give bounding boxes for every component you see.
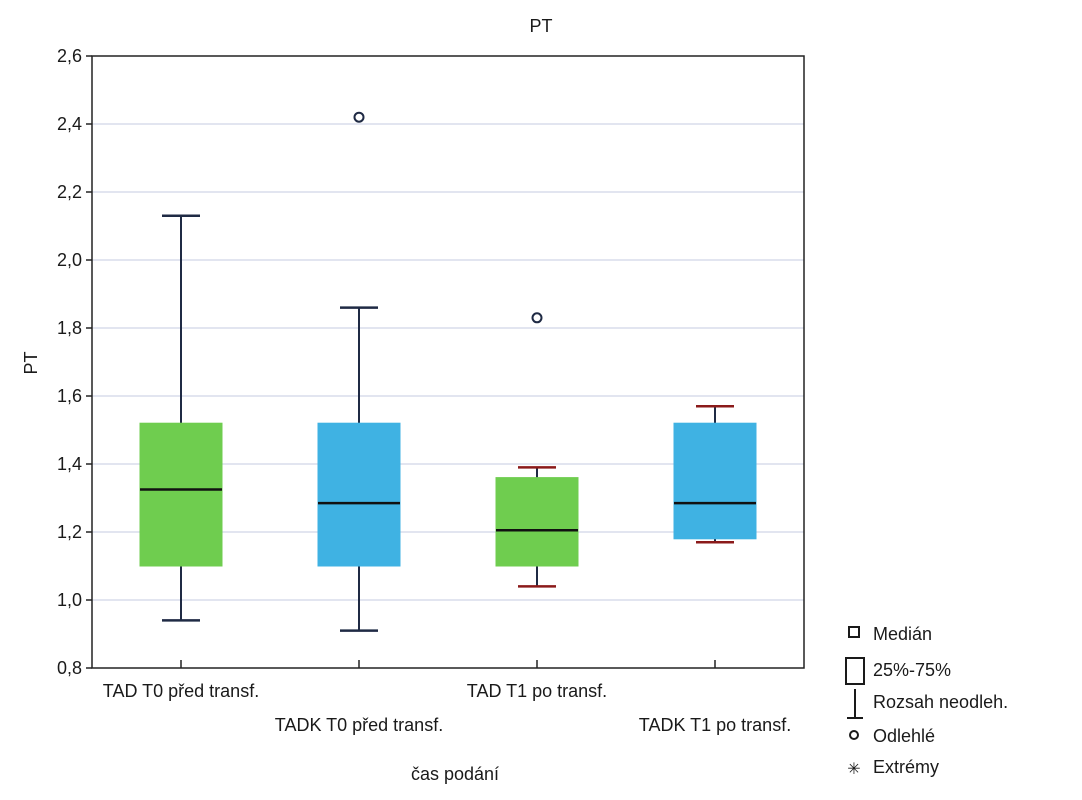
chart-title: PT xyxy=(529,16,552,36)
iqr-box xyxy=(673,422,757,540)
box-group xyxy=(139,214,223,622)
legend-label: Odlehlé xyxy=(873,726,935,746)
box-group xyxy=(317,111,401,632)
box-group xyxy=(495,312,579,588)
plot-frame xyxy=(91,55,805,669)
legend: Medián 25%-75% Rozsah neodleh. Odlehlé ✳ Extr… xyxy=(845,624,1008,778)
iqr-box xyxy=(139,422,223,567)
legend-label: 25%-75% xyxy=(873,660,951,680)
x-tick-label: TAD T0 před transf. xyxy=(103,681,259,701)
legend-outlier-symbol xyxy=(849,730,859,740)
legend-extreme-symbol: ✳ xyxy=(847,761,860,778)
iqr-box xyxy=(317,422,401,567)
y-tick-label: 2,2 xyxy=(57,182,82,202)
y-tick-label: 1,8 xyxy=(57,318,82,338)
legend-label: Medián xyxy=(873,624,932,644)
y-tick-label: 1,4 xyxy=(57,454,82,474)
y-axis-title: PT xyxy=(21,351,41,374)
legend-label: Rozsah neodleh. xyxy=(873,692,1008,712)
legend-item: ✳ Extrémy xyxy=(847,757,939,778)
iqr-box xyxy=(495,477,579,567)
y-tick-label: 1,0 xyxy=(57,590,82,610)
x-tick-label: TADK T0 před transf. xyxy=(275,715,443,735)
y-tick-label: 2,6 xyxy=(57,46,82,66)
legend-median-symbol xyxy=(848,626,860,638)
y-tick-label: 2,0 xyxy=(57,250,82,270)
y-tick-label: 1,2 xyxy=(57,522,82,542)
y-axis: 0,8 1,0 1,2 1,4 1,6 1,8 2,0 2,2 2,4 2,6 xyxy=(57,46,92,678)
y-tick-label: 1,6 xyxy=(57,386,82,406)
legend-item: Odlehlé xyxy=(849,726,935,746)
legend-box-symbol xyxy=(845,657,865,685)
legend-item: Rozsah neodleh. xyxy=(847,689,1008,719)
x-axis: TAD T0 před transf. TADK T0 před transf. T… xyxy=(103,660,791,735)
x-axis-title: čas podání xyxy=(411,764,499,784)
x-tick-label: TAD T1 po transf. xyxy=(467,681,607,701)
y-tick-label: 0,8 xyxy=(57,658,82,678)
outlier-point xyxy=(353,111,365,123)
plot-area xyxy=(139,111,757,632)
x-tick-label: TADK T1 po transf. xyxy=(639,715,791,735)
legend-item: 25%-75% xyxy=(845,657,951,685)
legend-label: Extrémy xyxy=(873,757,939,777)
outlier-point xyxy=(531,312,543,324)
y-tick-label: 2,4 xyxy=(57,114,82,134)
box-group xyxy=(673,404,757,544)
legend-item: Medián xyxy=(848,624,932,644)
